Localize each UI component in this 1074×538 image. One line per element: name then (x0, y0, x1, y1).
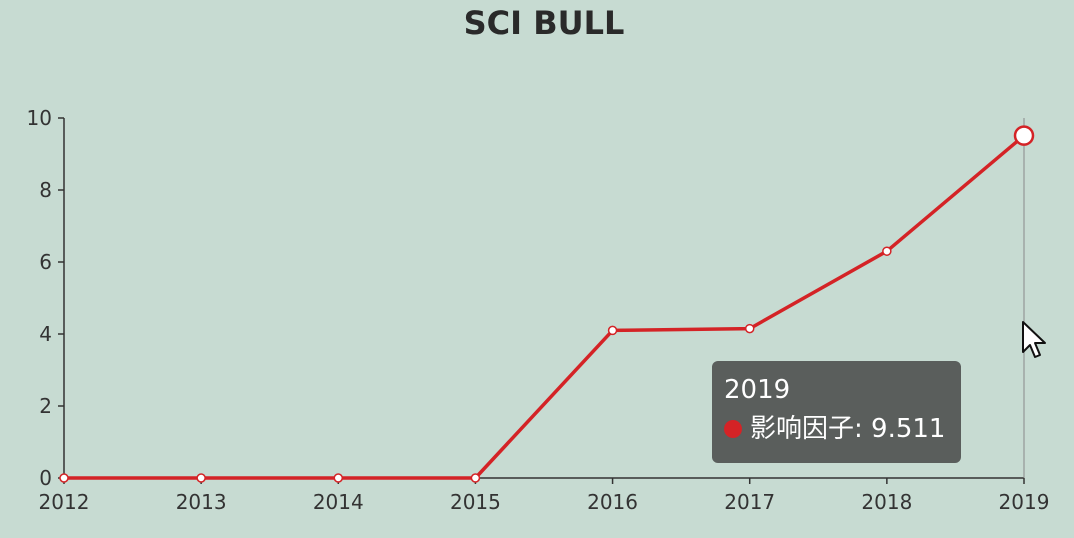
x-tick-label: 2019 (999, 490, 1050, 514)
data-point[interactable] (744, 323, 755, 334)
data-point[interactable] (1013, 125, 1035, 146)
y-tick-label: 2 (39, 394, 52, 418)
x-tick-label: 2015 (450, 490, 501, 514)
tooltip-row: 影响因子: 9.511 (724, 411, 949, 447)
data-point[interactable] (607, 325, 618, 336)
x-tick-label: 2017 (724, 490, 775, 514)
data-point[interactable] (882, 246, 892, 256)
x-tick-label: 2013 (176, 490, 227, 514)
y-tick-label: 8 (39, 178, 52, 202)
series-marker-icon (724, 420, 742, 438)
x-tick-label: 2014 (313, 490, 364, 514)
y-tick-label: 4 (39, 322, 52, 346)
chart-title: SCI BULL (463, 4, 625, 42)
y-tick-label: 10 (27, 106, 52, 130)
tooltip-title: 2019 (724, 375, 791, 405)
series-line (64, 134, 1026, 480)
x-tick-label: 2018 (861, 490, 912, 514)
x-tick-label: 2012 (39, 490, 90, 514)
data-point[interactable] (196, 473, 206, 483)
mouse-pointer-icon (1022, 321, 1046, 358)
data-point[interactable] (59, 473, 69, 483)
y-tick-label: 6 (39, 250, 52, 274)
tooltip-value: 影响因子: 9.511 (750, 414, 946, 444)
data-point[interactable] (470, 473, 481, 483)
tooltip: 2019 影响因子: 9.511 (712, 361, 961, 463)
x-tick-label: 2016 (587, 490, 638, 514)
data-point[interactable] (333, 473, 344, 483)
y-tick-label: 0 (39, 466, 52, 490)
